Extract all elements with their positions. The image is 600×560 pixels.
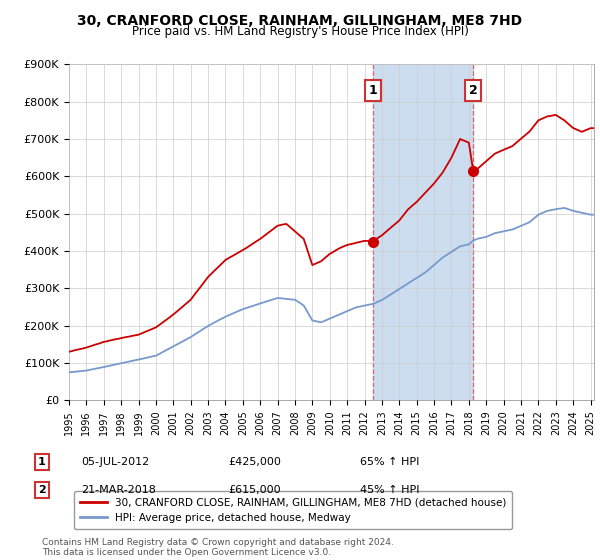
Text: 30, CRANFORD CLOSE, RAINHAM, GILLINGHAM, ME8 7HD: 30, CRANFORD CLOSE, RAINHAM, GILLINGHAM,… [77, 14, 523, 28]
Text: 05-JUL-2012: 05-JUL-2012 [81, 457, 149, 467]
Text: 45% ↑ HPI: 45% ↑ HPI [360, 485, 419, 495]
Text: 2: 2 [469, 84, 478, 97]
Text: 2: 2 [38, 485, 46, 495]
Text: Contains HM Land Registry data © Crown copyright and database right 2024.
This d: Contains HM Land Registry data © Crown c… [42, 538, 394, 557]
Bar [373, 64, 473, 400]
Text: £615,000: £615,000 [228, 485, 281, 495]
Text: 65% ↑ HPI: 65% ↑ HPI [360, 457, 419, 467]
Legend: 30, CRANFORD CLOSE, RAINHAM, GILLINGHAM, ME8 7HD (detached house), HPI: Average : 30, CRANFORD CLOSE, RAINHAM, GILLINGHAM,… [74, 491, 512, 529]
Text: 1: 1 [369, 84, 377, 97]
Text: 1: 1 [38, 457, 46, 467]
Text: 21-MAR-2018: 21-MAR-2018 [81, 485, 156, 495]
Text: Price paid vs. HM Land Registry's House Price Index (HPI): Price paid vs. HM Land Registry's House … [131, 25, 469, 38]
Text: £425,000: £425,000 [228, 457, 281, 467]
